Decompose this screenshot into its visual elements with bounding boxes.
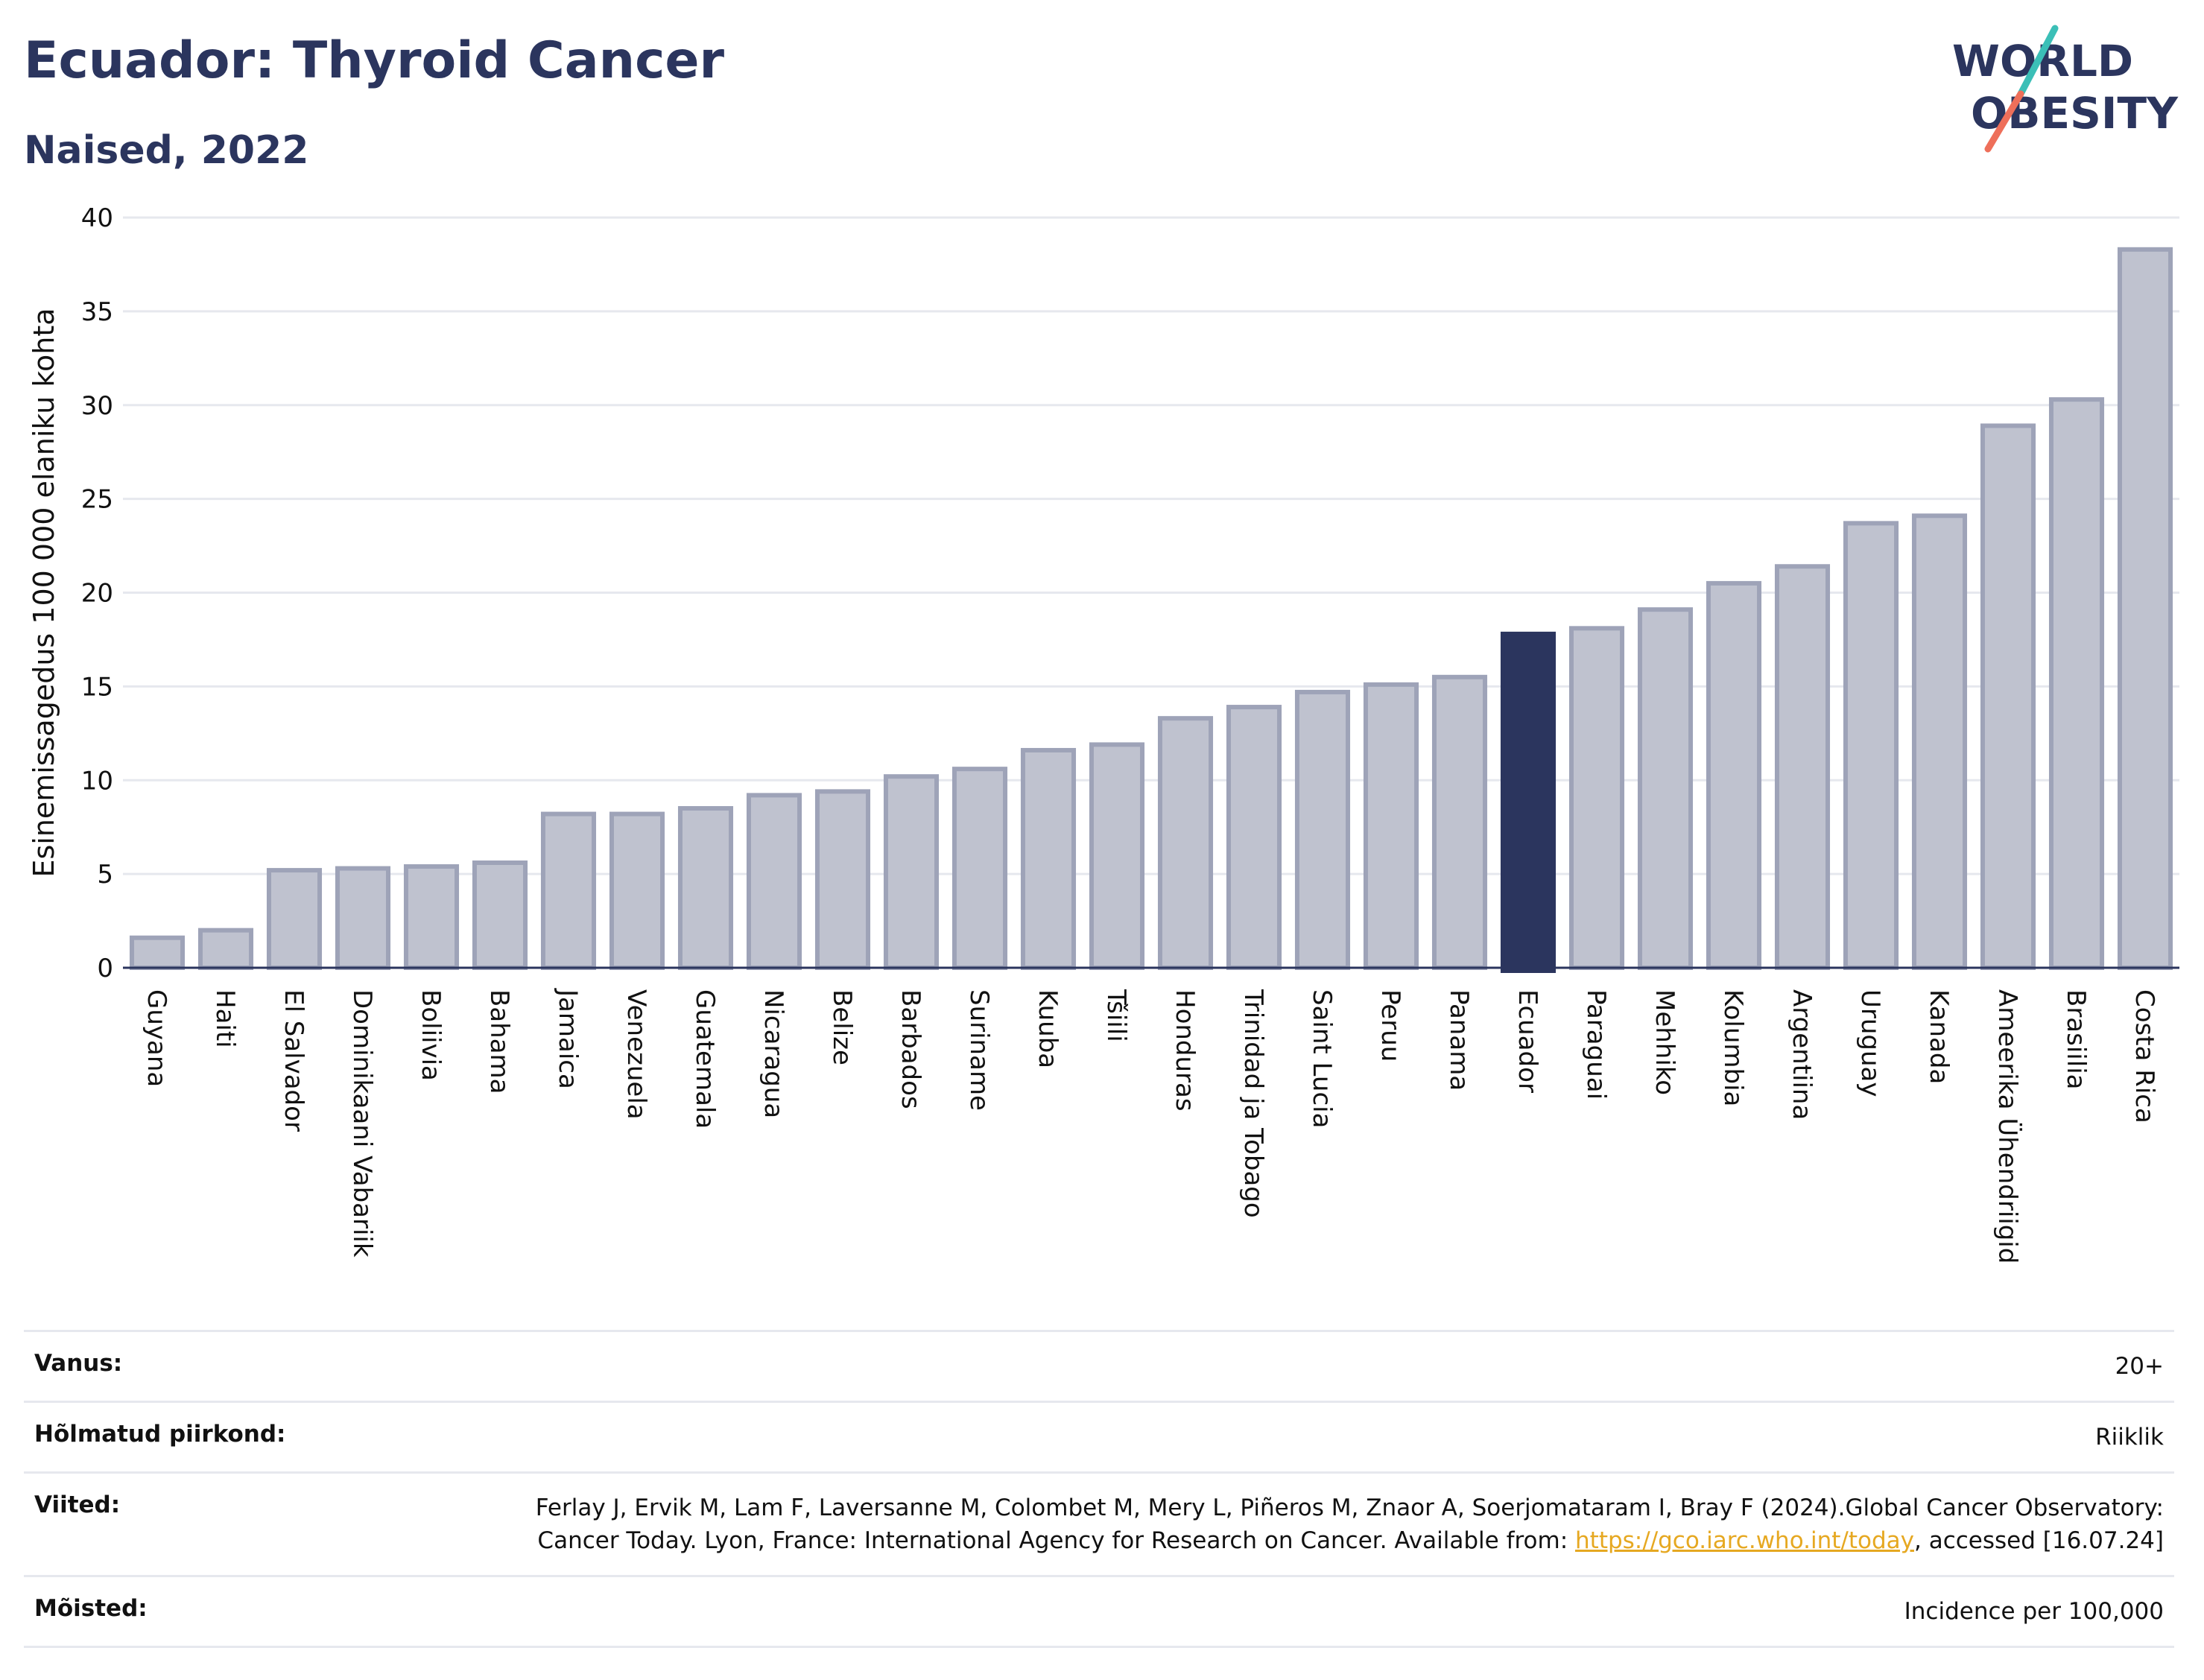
x-tick-label: Argentiina — [1787, 989, 1817, 1120]
x-tick-label: Kolumbia — [1718, 989, 1748, 1106]
x-tick-label: Venezuela — [621, 989, 651, 1120]
logo-line-1: WORLD — [1952, 36, 2133, 86]
meta-row-age: Vanus: 20+ — [24, 1330, 2174, 1401]
bar-panama[interactable] — [1431, 674, 1488, 970]
y-axis-label: Esinemissagedus 100 000 elaniku kohta — [28, 308, 60, 877]
bar-belize[interactable] — [814, 789, 871, 970]
bar-uruguay[interactable] — [1843, 521, 1899, 970]
y-tick-label: 30 — [81, 391, 113, 421]
logo-slash-coral — [1984, 90, 2024, 153]
x-axis-ticks: Guyana Haiti El Salvador Dominikaani Vabari… — [142, 988, 2159, 1264]
x-tick-label: Tšiili — [1101, 989, 1131, 1042]
x-tick-label: Uruguay — [1855, 989, 1885, 1097]
meta-value-references: Ferlay J, Ervik M, Lam F, Laversanne M, … — [487, 1492, 2164, 1557]
x-tick-label: Nicaragua — [759, 989, 788, 1118]
x-tick-label: Kuuba — [1033, 989, 1063, 1068]
bar-venezuela[interactable] — [609, 811, 665, 970]
bar-nicaragua[interactable] — [746, 793, 802, 971]
x-tick-label: Honduras — [1170, 989, 1200, 1112]
bar-guyana[interactable] — [129, 935, 186, 970]
bar-boliivia[interactable] — [403, 864, 460, 971]
meta-row-references: Viited: Ferlay J, Ervik M, Lam F, Lavers… — [24, 1471, 2174, 1575]
bar-bahama[interactable] — [472, 860, 528, 971]
y-tick-label: 10 — [81, 766, 113, 796]
x-tick-label: Ameerika Ühendriigid — [1992, 989, 2023, 1264]
x-tick-label: Costa Rica — [2129, 989, 2159, 1123]
bars — [129, 247, 2173, 973]
bar-costa-rica[interactable] — [2117, 247, 2173, 970]
x-tick-label: Suriname — [964, 989, 994, 1111]
x-tick-label: Belize — [827, 989, 857, 1065]
bar-el-salvador[interactable] — [266, 868, 323, 970]
reference-link[interactable]: https://gco.iarc.who.int/today — [1575, 1527, 1914, 1554]
x-tick-label: Barbados — [896, 989, 925, 1109]
bar-barbados[interactable] — [883, 774, 940, 970]
logo-slash-teal — [2017, 25, 2059, 98]
bar-ecuador[interactable] — [1500, 631, 1557, 973]
bar-trinidad-ja-tobago[interactable] — [1226, 705, 1282, 970]
x-tick-label: Haiti — [210, 989, 240, 1048]
gridlines — [123, 216, 2179, 875]
y-axis-ticks: 0 5 10 15 20 25 30 35 40 — [81, 203, 113, 983]
bar-chart: 0 5 10 15 20 25 30 35 40 Guyana Haiti El Salvador D… — [28, 203, 2179, 1264]
x-tick-label: Ecuador — [1513, 989, 1542, 1093]
meta-label-age: Vanus: — [34, 1350, 123, 1377]
meta-value-coverage: Riiklik — [2095, 1424, 2164, 1451]
bar-dominikaani-vabariik[interactable] — [335, 866, 391, 971]
x-tick-label: Mehhiko — [1650, 989, 1679, 1095]
bar-argentiina[interactable] — [1774, 564, 1831, 970]
y-tick-label: 5 — [97, 860, 113, 890]
meta-label-coverage: Hõlmatud piirkond: — [34, 1421, 286, 1448]
bar-jamaica[interactable] — [540, 811, 597, 970]
bar-kanada[interactable] — [1911, 513, 1968, 970]
reference-text: Ferlay J, Ervik M, Lam F, Laversanne M, … — [535, 1494, 2164, 1554]
x-tick-label: Guyana — [142, 989, 171, 1087]
y-tick-label: 25 — [81, 485, 113, 515]
x-tick-label: Saint Lucia — [1307, 989, 1337, 1128]
chart-title: Ecuador: Thyroid Cancer — [24, 31, 725, 90]
bar-honduras[interactable] — [1157, 716, 1214, 970]
x-tick-label: Peruu — [1375, 989, 1405, 1062]
bar-haiti[interactable] — [197, 928, 254, 971]
x-tick-label: Bahama — [484, 989, 514, 1094]
chart-subtitle: Naised, 2022 — [24, 128, 309, 173]
meta-value-age: 20+ — [2115, 1353, 2164, 1380]
bar-suriname[interactable] — [951, 767, 1008, 971]
world-obesity-logo: WORLD OBESITY — [1952, 25, 2179, 153]
bar-peruu[interactable] — [1363, 682, 1419, 970]
y-tick-label: 20 — [81, 579, 113, 609]
metadata-table: Vanus: 20+ Hõlmatud piirkond: Riiklik Vi… — [24, 1330, 2174, 1648]
reference-accessed: , accessed [16.07.24] — [1913, 1527, 2164, 1554]
meta-value-definitions: Incidence per 100,000 — [1904, 1598, 2164, 1625]
bar-kuuba[interactable] — [1020, 747, 1077, 970]
x-tick-label: Boliivia — [416, 989, 446, 1081]
x-tick-label: Brasiilia — [2061, 989, 2091, 1089]
bar-ameerika-hendriigid[interactable] — [1980, 423, 2036, 970]
x-tick-label: Kanada — [1924, 989, 1954, 1084]
bar-t-iili[interactable] — [1089, 742, 1145, 970]
y-tick-label: 35 — [81, 297, 113, 327]
x-tick-label: Panama — [1444, 989, 1474, 1091]
bar-mehhiko[interactable] — [1637, 607, 1694, 970]
meta-label-references: Viited: — [34, 1492, 121, 1518]
bar-kolumbia[interactable] — [1706, 580, 1762, 970]
x-tick-label: Jamaica — [553, 988, 583, 1089]
y-tick-label: 40 — [81, 203, 113, 233]
bar-brasiilia[interactable] — [2048, 397, 2105, 970]
y-tick-label: 0 — [97, 954, 113, 983]
bar-saint-lucia[interactable] — [1294, 689, 1351, 970]
meta-row-coverage: Hõlmatud piirkond: Riiklik — [24, 1401, 2174, 1471]
meta-row-definitions: Mõisted: Incidence per 100,000 — [24, 1575, 2174, 1648]
x-tick-label: Guatemala — [690, 989, 720, 1129]
x-tick-label: Trinidad ja Tobago — [1238, 989, 1268, 1218]
y-tick-label: 15 — [81, 672, 113, 702]
x-tick-label: Dominikaani Vabariik — [347, 989, 377, 1258]
x-tick-label: El Salvador — [279, 989, 308, 1132]
meta-label-definitions: Mõisted: — [34, 1595, 148, 1622]
bar-guatemala[interactable] — [677, 806, 734, 970]
x-tick-label: Paraguai — [1581, 989, 1611, 1100]
bar-paraguai[interactable] — [1568, 626, 1625, 971]
